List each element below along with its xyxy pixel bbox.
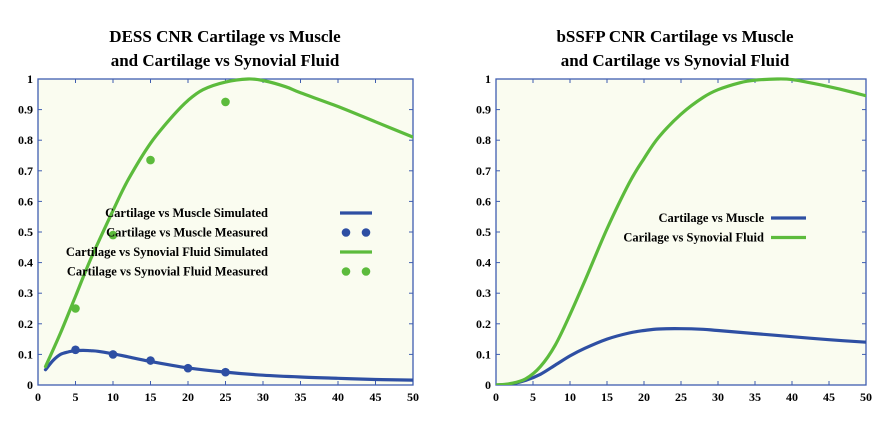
right-x-tick-label: 15 xyxy=(601,390,613,404)
right-plot-area xyxy=(495,78,867,386)
left-legend-dot-swatch xyxy=(361,228,371,237)
right-x-tick-label: 50 xyxy=(860,390,872,404)
right-y-tick-label: 1 xyxy=(485,72,491,86)
left-series-cartilage-vs-synovial-fluid-measured-point xyxy=(221,97,230,107)
right-x-tick-label: 5 xyxy=(530,390,536,404)
left-x-tick-label: 25 xyxy=(220,390,232,404)
left-legend-label: Cartilage vs Muscle Measured xyxy=(106,226,268,240)
right-y-tick-label: 0.9 xyxy=(476,103,491,117)
left-y-tick-label: 1 xyxy=(27,72,33,86)
left-y-tick-label: 0.8 xyxy=(18,133,33,147)
right-x-tick-label: 40 xyxy=(786,390,798,404)
right-y-tick-label: 0.5 xyxy=(476,225,491,239)
left-legend-label: Cartilage vs Synovial Fluid Simulated xyxy=(66,245,268,259)
left-x-tick-label: 45 xyxy=(370,390,382,404)
left-legend-dot-swatch xyxy=(341,267,351,276)
left-series-cartilage-vs-muscle-measured-point xyxy=(146,356,155,365)
left-y-tick-label: 0.5 xyxy=(18,225,33,239)
left-x-tick-label: 50 xyxy=(407,390,419,404)
left-x-tick-label: 0 xyxy=(35,390,41,404)
left-series-cartilage-vs-synovial-fluid-simulated-line xyxy=(43,77,413,369)
left-x-tick-label: 35 xyxy=(295,390,307,404)
right-y-tick-label: 0.3 xyxy=(476,286,491,300)
left-series-cartilage-vs-muscle-measured-point xyxy=(221,367,230,377)
left-legend-dot-swatch xyxy=(341,228,351,237)
left-x-tick-label: 10 xyxy=(107,390,119,404)
right-chart-title-line-2: and Cartilage vs Synovial Fluid xyxy=(561,51,790,70)
right-x-tick-label: 0 xyxy=(493,390,499,404)
right-y-tick-label: 0.6 xyxy=(476,194,491,208)
right-legend-label: Cartilage vs Muscle xyxy=(658,211,764,225)
left-x-tick-label: 5 xyxy=(73,390,79,404)
left-y-tick-label: 0.3 xyxy=(18,286,33,300)
right-y-tick-label: 0.4 xyxy=(476,256,491,270)
left-legend-label: Cartilage vs Synovial Fluid Measured xyxy=(67,265,268,279)
right-x-tick-label: 10 xyxy=(564,390,576,404)
left-chart-title-line-2: and Cartilage vs Synovial Fluid xyxy=(111,51,340,70)
right-y-tick-label: 0.8 xyxy=(476,133,491,147)
right-x-tick-label: 20 xyxy=(638,390,650,404)
left-series-cartilage-vs-synovial-fluid-measured-point xyxy=(108,230,118,240)
left-series-cartilage-vs-synovial-fluid-measured-point xyxy=(146,155,155,165)
left-series-cartilage-vs-synovial-fluid-measured-point xyxy=(71,304,80,313)
left-y-tick-label: 0.6 xyxy=(18,194,33,208)
right-series-cartilage-vs-muscle-line xyxy=(496,327,866,385)
left-y-tick-label: 0.9 xyxy=(18,103,33,117)
right-x-tick-label: 35 xyxy=(749,390,761,404)
right-x-tick-label: 45 xyxy=(823,390,835,404)
left-series-cartilage-vs-muscle-simulated-line xyxy=(43,348,413,382)
left-y-tick-label: 0.4 xyxy=(18,256,33,270)
left-y-tick-label: 0.7 xyxy=(18,164,33,178)
left-legend-dot-swatch xyxy=(361,267,371,276)
right-y-tick-label: 0.2 xyxy=(476,317,491,331)
left-y-tick-label: 0.2 xyxy=(18,317,33,331)
right-y-tick-label: 0 xyxy=(485,378,491,392)
left-x-tick-label: 15 xyxy=(145,390,157,404)
left-x-tick-label: 30 xyxy=(257,390,269,404)
right-x-tick-label: 30 xyxy=(712,390,724,404)
left-series-cartilage-vs-muscle-measured-point xyxy=(71,345,80,355)
left-y-tick-label: 0.1 xyxy=(18,347,33,361)
left-chart: 0 5 10 15 20 25 30 35 40 45 50 0 0.1 0.2 0.3 0.4 0.5 0.6 0… xyxy=(18,72,419,404)
left-legend-label: Cartilage vs Muscle Simulated xyxy=(105,206,268,220)
right-y-tick-label: 0.1 xyxy=(476,347,491,361)
left-chart-title-line-1: DESS CNR Cartilage vs Muscle xyxy=(109,27,341,46)
right-series-carilage-vs-synovial-fluid-line xyxy=(496,77,866,385)
left-plot-area xyxy=(37,78,414,386)
right-chart: 0 5 10 15 20 25 30 35 40 45 50 0 0.1 0.2 0.3 0.4 0.5 0.6 0… xyxy=(476,72,872,404)
right-x-tick-label: 25 xyxy=(675,390,687,404)
left-series-cartilage-vs-muscle-measured-point xyxy=(108,350,118,359)
right-y-tick-label: 0.7 xyxy=(476,164,491,178)
right-legend-label: Carilage vs Synovial Fluid xyxy=(623,231,764,245)
left-x-tick-label: 20 xyxy=(182,390,194,404)
left-y-tick-label: 0 xyxy=(27,378,33,392)
left-series-cartilage-vs-muscle-measured-point xyxy=(183,363,193,373)
left-x-tick-label: 40 xyxy=(332,390,344,404)
right-chart-title-line-1: bSSFP CNR Cartilage vs Muscle xyxy=(556,27,794,46)
